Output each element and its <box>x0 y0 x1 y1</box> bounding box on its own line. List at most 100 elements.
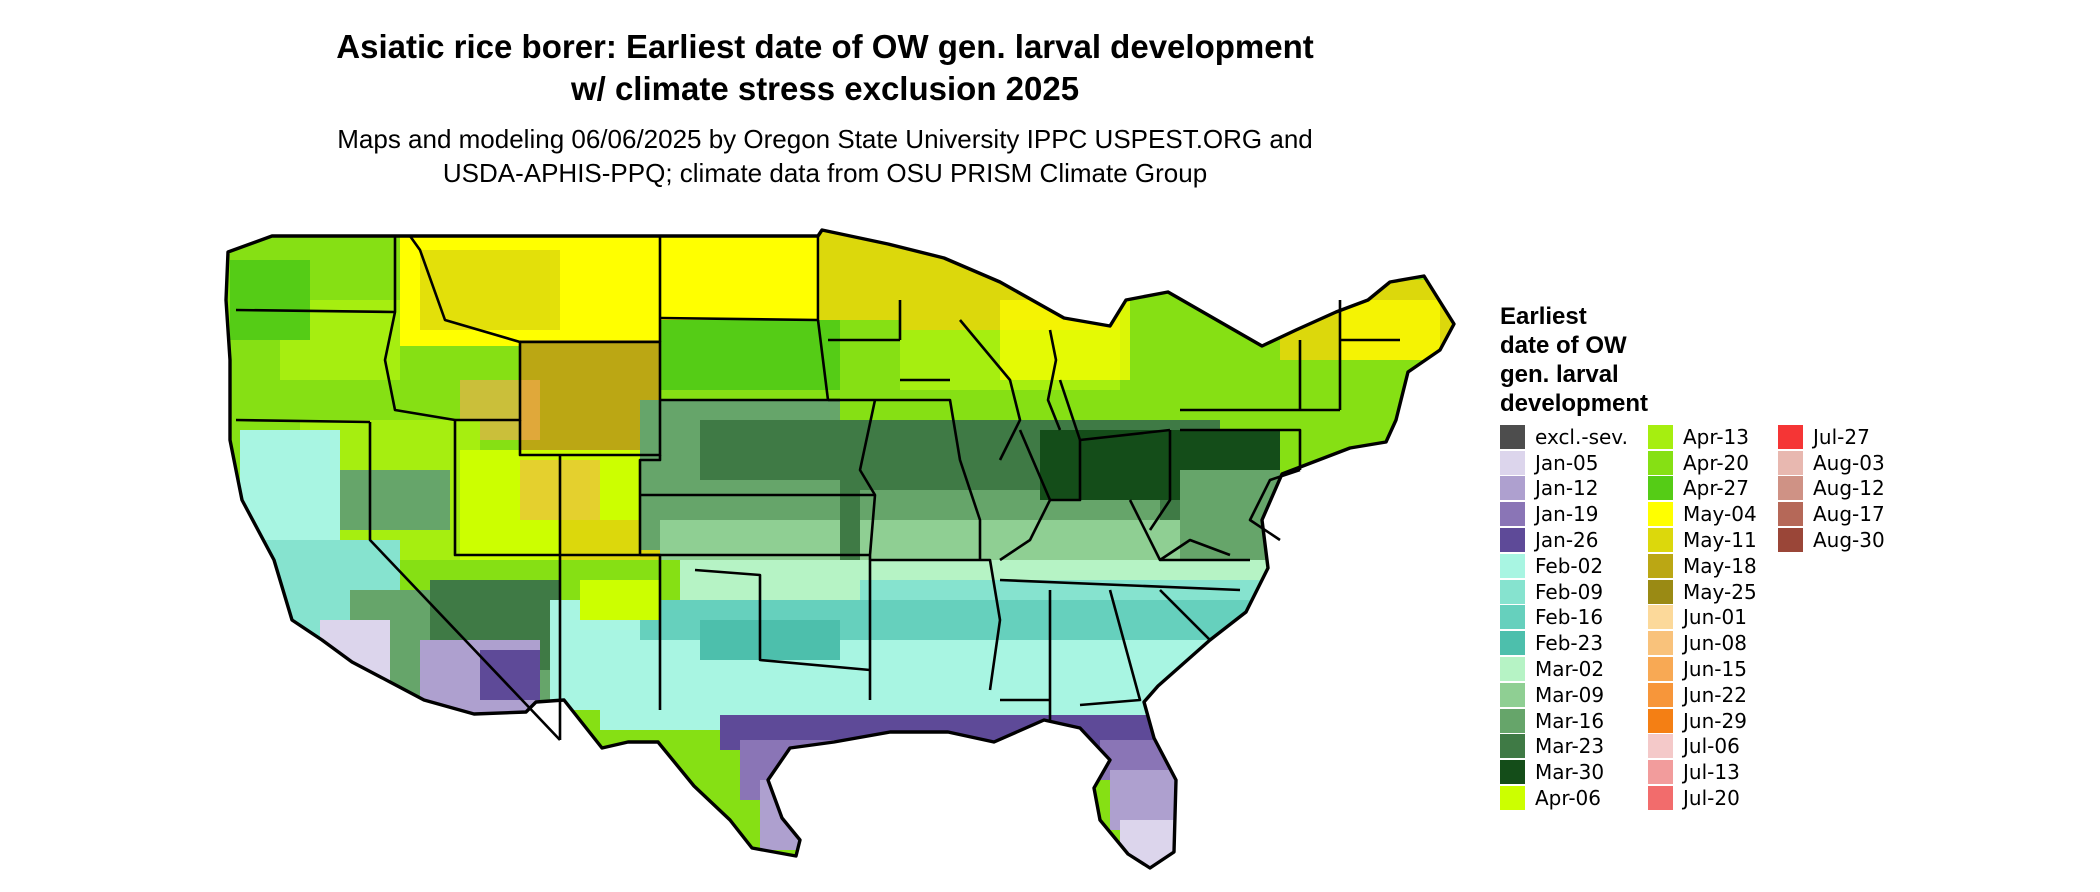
legend-title: Earliest date of OW gen. larval developm… <box>1500 303 1649 417</box>
legend-item: Aug-03 <box>1778 450 1918 476</box>
legend-swatch <box>1648 657 1673 682</box>
legend-swatch <box>1500 528 1525 553</box>
legend-label: Aug-30 <box>1813 528 1885 553</box>
legend-label: Mar-02 <box>1535 657 1605 682</box>
legend-label: Jul-27 <box>1813 424 1870 449</box>
legend-label: Aug-12 <box>1813 476 1885 501</box>
legend-swatch <box>1778 528 1803 553</box>
legend-item: Jul-27 <box>1778 424 1918 450</box>
legend-label: Feb-02 <box>1535 553 1604 578</box>
legend-label: Mar-09 <box>1535 682 1605 707</box>
legend-label: Jan-12 <box>1535 476 1599 501</box>
legend-item: Mar-02 <box>1500 656 1640 682</box>
legend-swatch <box>1500 553 1525 578</box>
legend-item: Jan-26 <box>1500 527 1640 553</box>
legend-item: Mar-16 <box>1500 708 1640 734</box>
legend-swatch <box>1500 502 1525 527</box>
legend-item: Apr-13 <box>1648 424 1788 450</box>
legend-label: Mar-23 <box>1535 734 1605 759</box>
legend-label: Jul-20 <box>1683 786 1740 811</box>
legend-column: Jul-27 Aug-03 Aug-12 Aug-17 Aug-30 <box>1778 424 1918 553</box>
legend-swatch <box>1648 450 1673 475</box>
legend-item: Feb-16 <box>1500 605 1640 631</box>
legend-swatch <box>1648 528 1673 553</box>
legend-label: Jun-29 <box>1683 708 1747 733</box>
legend-label: Feb-09 <box>1535 579 1604 604</box>
legend-label: Jan-05 <box>1535 450 1599 475</box>
legend-swatch <box>1500 605 1525 630</box>
legend-swatch <box>1500 708 1525 733</box>
legend-swatch <box>1778 450 1803 475</box>
legend-label: Apr-27 <box>1683 476 1749 501</box>
legend-swatch <box>1648 579 1673 604</box>
legend-item: Apr-20 <box>1648 450 1788 476</box>
legend-item: Mar-09 <box>1500 682 1640 708</box>
legend-label: Jul-06 <box>1683 734 1740 759</box>
legend-label: Feb-16 <box>1535 605 1604 630</box>
legend-item: Jun-15 <box>1648 656 1788 682</box>
legend-swatch <box>1648 476 1673 501</box>
legend-item: May-11 <box>1648 527 1788 553</box>
subtitle-line-1: Maps and modeling 06/06/2025 by Oregon S… <box>337 124 1313 154</box>
legend-item: May-04 <box>1648 501 1788 527</box>
legend-label: Mar-30 <box>1535 760 1605 785</box>
legend-item: Jul-20 <box>1648 785 1788 811</box>
legend-swatch <box>1500 734 1525 759</box>
legend-swatch <box>1648 760 1673 785</box>
legend-label: Aug-03 <box>1813 450 1885 475</box>
legend-item: Jun-08 <box>1648 630 1788 656</box>
legend-item: Jan-19 <box>1500 501 1640 527</box>
legend-item: Feb-02 <box>1500 553 1640 579</box>
legend-item: May-25 <box>1648 579 1788 605</box>
legend-swatch <box>1500 786 1525 811</box>
legend-label: Jun-01 <box>1683 605 1747 630</box>
legend-label: Apr-20 <box>1683 450 1749 475</box>
legend-swatch <box>1500 424 1525 449</box>
legend-column: Apr-13 Apr-20 Apr-27 May-04 May-11 May-18 May-… <box>1648 424 1788 811</box>
legend-item: Apr-27 <box>1648 476 1788 502</box>
legend-item: Jul-13 <box>1648 759 1788 785</box>
legend-swatch <box>1500 760 1525 785</box>
legend-item: Jun-22 <box>1648 682 1788 708</box>
legend-item: Feb-23 <box>1500 630 1640 656</box>
legend-label: Jan-26 <box>1535 528 1599 553</box>
legend-item: Jun-01 <box>1648 605 1788 631</box>
legend-item: Mar-23 <box>1500 734 1640 760</box>
legend-item: May-18 <box>1648 553 1788 579</box>
legend-item: Apr-06 <box>1500 785 1640 811</box>
legend-item: Aug-12 <box>1778 476 1918 502</box>
legend-label: Jun-08 <box>1683 631 1747 656</box>
legend-swatch <box>1500 682 1525 707</box>
subtitle-line-2: USDA-APHIS-PPQ; climate data from OSU PR… <box>442 158 1208 188</box>
legend-swatch <box>1648 605 1673 630</box>
legend-item: Jan-12 <box>1500 476 1640 502</box>
legend-swatch <box>1648 502 1673 527</box>
legend-column: excl.-sev. Jan-05 Jan-12 Jan-19 Jan-26 Feb-02… <box>1500 424 1640 811</box>
legend-swatch <box>1500 631 1525 656</box>
legend-label: Jun-22 <box>1683 682 1747 707</box>
legend-label: Jan-19 <box>1535 502 1599 527</box>
legend-label: Feb-23 <box>1535 631 1604 656</box>
legend-item: Aug-17 <box>1778 501 1918 527</box>
title-line-2: w/ climate stress exclusion 2025 <box>570 70 1080 107</box>
legend-label: excl.-sev. <box>1535 424 1628 449</box>
us-map <box>224 228 1456 870</box>
legend-swatch <box>1500 450 1525 475</box>
legend-swatch <box>1648 734 1673 759</box>
legend-label: May-11 <box>1683 528 1757 553</box>
legend-swatch <box>1500 657 1525 682</box>
legend-item: Feb-09 <box>1500 579 1640 605</box>
legend-swatch <box>1778 502 1803 527</box>
legend-swatch <box>1648 708 1673 733</box>
legend-swatch <box>1648 631 1673 656</box>
legend-label: Aug-17 <box>1813 502 1885 527</box>
legend-item: Jan-05 <box>1500 450 1640 476</box>
title-line-1: Asiatic rice borer: Earliest date of OW … <box>336 28 1314 65</box>
legend-label: May-18 <box>1683 553 1757 578</box>
legend-item: Jun-29 <box>1648 708 1788 734</box>
map-subtitle: Maps and modeling 06/06/2025 by Oregon S… <box>240 122 1410 190</box>
legend-item: excl.-sev. <box>1500 424 1640 450</box>
legend-label: May-04 <box>1683 502 1757 527</box>
legend-label: Jul-13 <box>1683 760 1740 785</box>
legend-swatch <box>1648 786 1673 811</box>
